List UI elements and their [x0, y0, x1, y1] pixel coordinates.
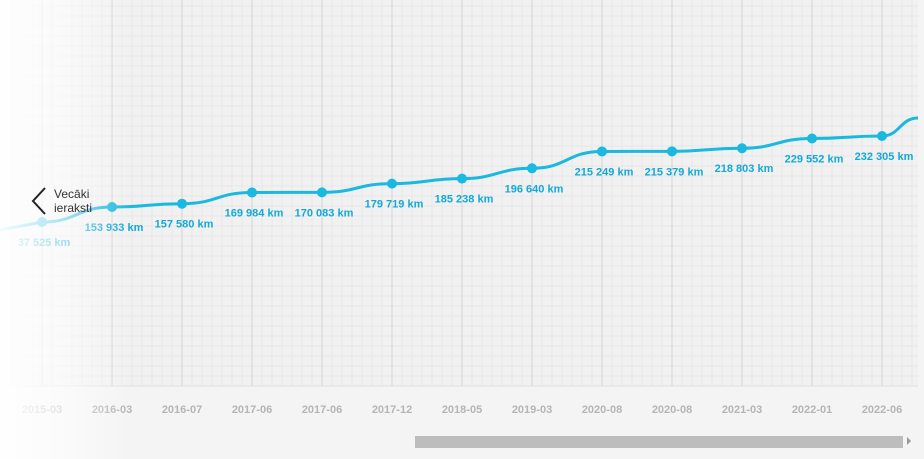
x-tick-label: 2020-08	[652, 404, 692, 416]
data-label: 169 984 km	[225, 207, 284, 219]
data-point	[527, 163, 537, 174]
data-label: 232 305 km	[855, 151, 914, 163]
x-tick-label: 2022-01	[792, 404, 832, 416]
older-label-1: Vecāki	[54, 187, 90, 201]
data-label: 229 552 km	[785, 153, 844, 165]
older-label-2: ieraksti	[54, 201, 93, 215]
x-tick-label: 2016-07	[162, 404, 202, 416]
scrollbar-thumb[interactable]	[415, 436, 903, 448]
x-tick-label: 2017-06	[232, 404, 272, 416]
data-label: 215 249 km	[575, 166, 634, 178]
data-label: 153 933 km	[85, 222, 144, 234]
data-label: 196 640 km	[505, 183, 564, 195]
data-point	[457, 173, 467, 184]
x-tick-label: 2022-06	[862, 404, 902, 416]
x-tick-label: 2015-03	[22, 404, 62, 416]
x-tick-label: 2016-03	[92, 404, 132, 416]
x-tick-label: 2018-05	[442, 404, 482, 416]
scroll-right-arrow-icon[interactable]	[907, 437, 911, 445]
x-tick-label: 2020-08	[582, 404, 622, 416]
x-tick-label: 2019-03	[512, 404, 552, 416]
data-label: 157 580 km	[155, 219, 214, 231]
x-tick-label: 2021-03	[722, 404, 762, 416]
older-records-button[interactable]: Vecāki ieraksti	[30, 186, 92, 216]
data-point	[107, 202, 117, 212]
data-label: 215 379 km	[645, 166, 704, 178]
plot-background	[0, 0, 918, 386]
data-point	[37, 217, 47, 227]
data-point	[247, 187, 257, 198]
data-point	[387, 178, 397, 189]
x-tick-label: 2017-12	[372, 404, 412, 416]
data-label: 170 083 km	[295, 207, 354, 219]
data-label: 179 719 km	[365, 199, 424, 211]
data-point	[737, 143, 747, 154]
chevron-left-icon	[31, 187, 46, 215]
data-point	[597, 146, 607, 157]
data-point	[807, 133, 817, 144]
data-point	[317, 187, 327, 198]
x-tick-label: 2017-06	[302, 404, 342, 416]
data-label: 185 238 km	[435, 194, 494, 206]
data-label: 218 803 km	[715, 163, 774, 175]
data-point	[877, 130, 887, 141]
data-label: 37 525 km	[18, 237, 71, 249]
data-point	[667, 146, 677, 157]
data-point	[177, 198, 187, 209]
